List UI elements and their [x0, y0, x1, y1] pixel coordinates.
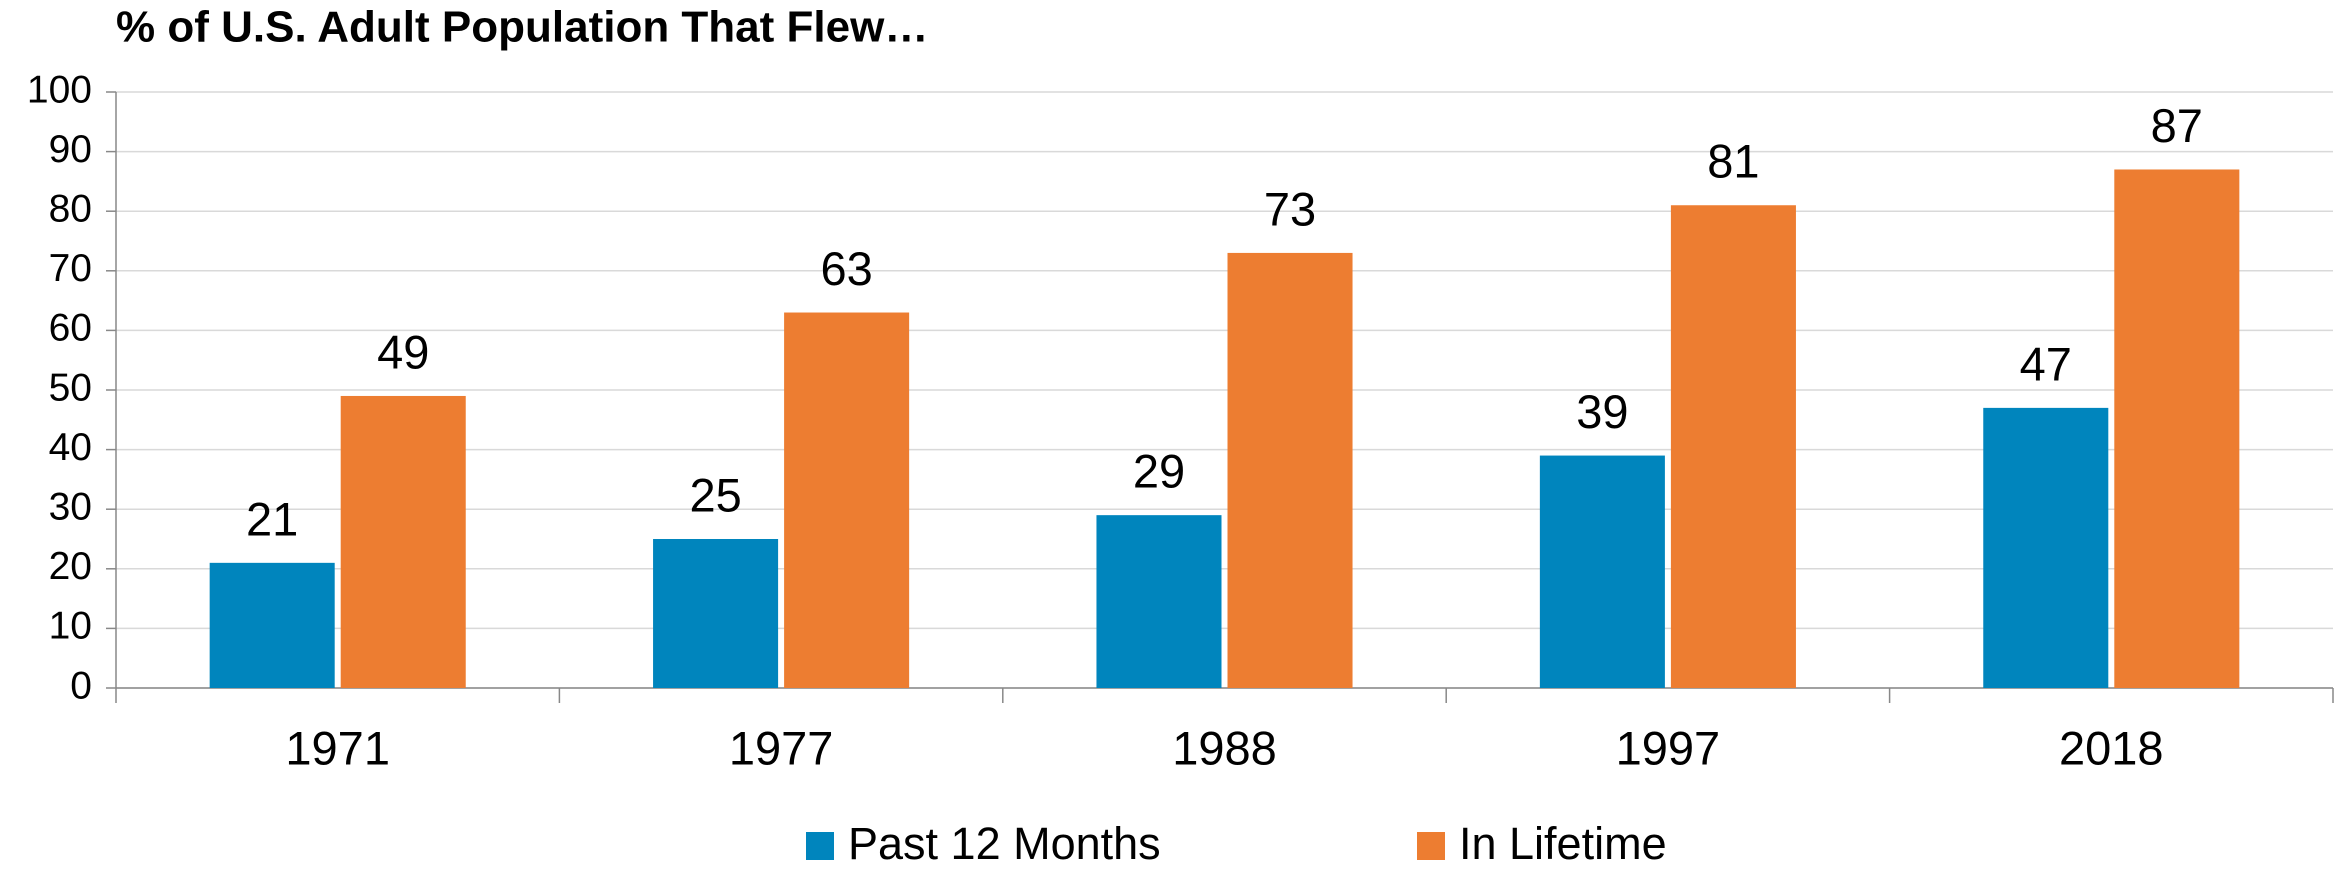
y-tick-label: 70: [49, 247, 92, 290]
data-label: 49: [377, 325, 429, 378]
y-tick-label: 0: [70, 664, 92, 707]
x-tick-label: 2018: [2059, 721, 2164, 774]
data-label: 21: [246, 492, 298, 545]
data-label: 25: [689, 468, 741, 521]
y-tick-label: 40: [49, 426, 92, 469]
data-label: 63: [820, 242, 872, 295]
bar: [1983, 407, 2109, 688]
data-label: 29: [1133, 445, 1185, 498]
y-tick-label: 80: [49, 187, 92, 230]
x-tick-label: 1971: [285, 721, 390, 774]
bar: [2114, 169, 2240, 689]
legend-swatch: [1417, 832, 1445, 860]
bar: [340, 395, 466, 688]
legend-swatch: [806, 832, 834, 860]
bar: [1227, 252, 1353, 689]
data-label: 87: [2151, 99, 2203, 152]
y-tick-label: 30: [49, 485, 92, 528]
chart-title: % of U.S. Adult Population That Flew…: [116, 3, 928, 52]
data-label: 47: [2020, 337, 2072, 390]
data-label: 81: [1707, 135, 1759, 188]
y-tick-label: 100: [27, 68, 92, 111]
y-tick-label: 20: [49, 545, 92, 588]
data-label: 73: [1264, 182, 1316, 235]
legend-label: Past 12 Months: [848, 818, 1161, 869]
x-tick-label: 1977: [729, 721, 834, 774]
y-tick-label: 60: [49, 307, 92, 350]
x-tick-label: 1997: [1616, 721, 1721, 774]
bar: [653, 539, 779, 688]
y-tick-label: 90: [49, 128, 92, 171]
bar: [1539, 455, 1665, 688]
bar: [209, 562, 335, 688]
bar: [1670, 205, 1796, 689]
bar: [784, 312, 910, 688]
x-tick-label: 1988: [1172, 721, 1277, 774]
legend-label: In Lifetime: [1459, 818, 1667, 869]
y-tick-label: 50: [49, 366, 92, 409]
data-label: 39: [1576, 385, 1628, 438]
bar: [1096, 515, 1222, 688]
y-tick-label: 10: [49, 605, 92, 648]
